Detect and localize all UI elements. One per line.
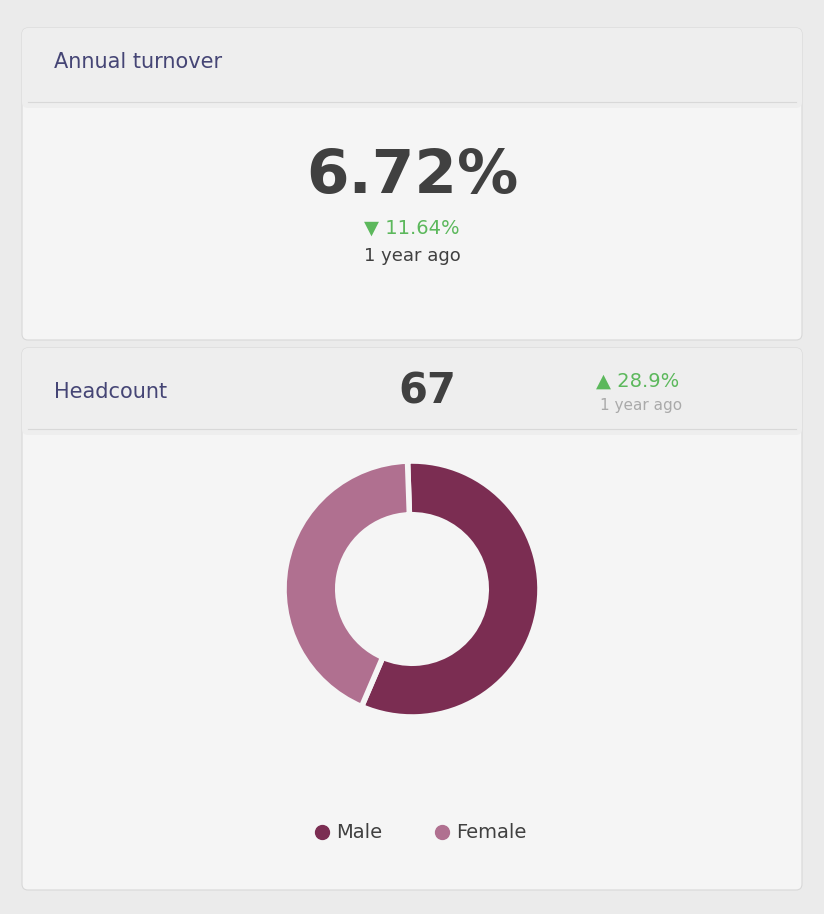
Text: Headcount: Headcount	[54, 381, 167, 401]
Text: 67: 67	[398, 370, 456, 412]
Wedge shape	[284, 461, 410, 707]
Text: 1 year ago: 1 year ago	[363, 247, 461, 265]
Text: Annual turnover: Annual turnover	[54, 52, 222, 72]
Text: 6.72%: 6.72%	[306, 146, 518, 206]
Text: 1 year ago: 1 year ago	[601, 398, 682, 413]
FancyBboxPatch shape	[22, 348, 802, 890]
FancyBboxPatch shape	[22, 28, 802, 108]
FancyBboxPatch shape	[22, 348, 802, 435]
Text: ▲ 28.9%: ▲ 28.9%	[597, 372, 680, 391]
Text: Male: Male	[336, 823, 382, 842]
Bar	[28, 68, 796, 102]
Text: Female: Female	[456, 823, 527, 842]
Text: ▼ 11.64%: ▼ 11.64%	[364, 218, 460, 238]
Wedge shape	[362, 461, 540, 717]
FancyBboxPatch shape	[22, 28, 802, 340]
Bar	[28, 391, 796, 429]
